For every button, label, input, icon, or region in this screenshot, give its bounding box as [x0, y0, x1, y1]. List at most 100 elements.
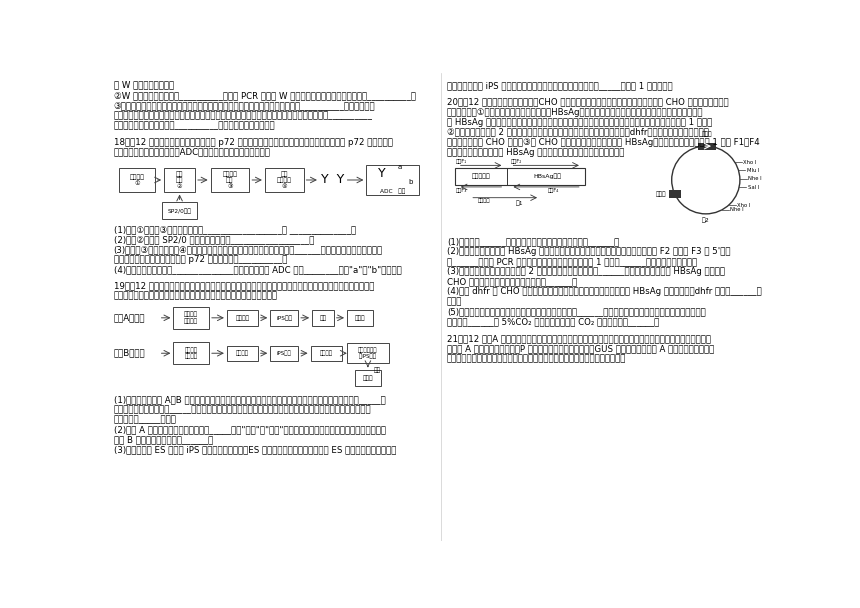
Text: ③在仅添加氯苄青霉素的培养基上筛选出的细胞不一定是目的细菌，请说明理由：__________。为确定导入: ③在仅添加氯苄青霉素的培养基上筛选出的细胞不一定是目的细菌，请说明理由：____… — [114, 101, 375, 109]
Text: 引物F₃: 引物F₃ — [457, 188, 468, 193]
Text: 18．（12 分）将非洲猪瘟病毒衣壳蛋白 p72 注入小鼠体内，可利用该小鼠的免疫细胞制备抗 p72 的单克隆抗: 18．（12 分）将非洲猪瘟病毒衣壳蛋白 p72 注入小鼠体内，可利用该小鼠的免… — [114, 137, 392, 147]
Bar — [312, 310, 334, 325]
Text: 专一
抗体检测
④: 专一 抗体检测 ④ — [277, 171, 292, 189]
Bar — [270, 310, 298, 325]
Bar — [347, 344, 389, 363]
Text: 体外诱导: 体外诱导 — [236, 350, 249, 356]
Text: iPS细胞: iPS细胞 — [277, 350, 292, 356]
Text: (2)为了将信号肽基因和 HBsAg 基因连接在一起，在分别扩增两种基因时，应在引物 F2 和引物 F3 的 5'端引: (2)为了将信号肽基因和 HBsAg 基因连接在一起，在分别扩增两种基因时，应在… — [447, 247, 730, 256]
Text: 苗的过程是：①将得到的乙肝病毒表面抗原（HBsAg）基因与信号肽基因连接形成融合基因，信号肽可以引: 苗的过程是：①将得到的乙肝病毒表面抗原（HBsAg）基因与信号肽基因连接形成融合… — [447, 108, 703, 117]
Text: 肝细胞: 肝细胞 — [355, 315, 366, 320]
Text: Nhe I: Nhe I — [748, 176, 762, 181]
Text: 基因缺陷
的体细胞: 基因缺陷 的体细胞 — [184, 312, 198, 324]
Text: 过程 B 得到的肝细胞可用于______。: 过程 B 得到的肝细胞可用于______。 — [114, 435, 213, 444]
Text: 体外诱导: 体外诱导 — [236, 315, 249, 320]
Text: iPS细胞: iPS细胞 — [276, 315, 292, 320]
Text: 21．（12 分）A 蛋白是某种激素合成的关键酶，为鉴定该激素合成的部位及生理作用，科研团队利用无缝克隆: 21．（12 分）A 蛋白是某种激素合成的关键酶，为鉴定该激素合成的部位及生理作… — [447, 334, 711, 343]
Text: 方式相比，通过 iPS 细胞诱导的方式应用前景更具优势，原因是_____（答出 1 点即可）。: 方式相比，通过 iPS 细胞诱导的方式应用前景更具优势，原因是_____（答出 … — [447, 81, 673, 89]
Text: 农杆菌转化法导入烟草并进行实验，相关原理、过程及质粒的结构如下图所示。: 农杆菌转化法导入烟草并进行实验，相关原理、过程及质粒的结构如下图所示。 — [447, 354, 626, 363]
Bar — [227, 310, 258, 325]
Bar — [698, 143, 716, 150]
Text: 肝细胞: 肝细胞 — [363, 375, 373, 381]
Text: 培养，称为_____培养。: 培养，称为_____培养。 — [114, 415, 176, 424]
Text: 20．（12 分）中国仓鼠卵巢细胞（CHO 细胞）是可以无限增殖的细胞，科研人员利用 CHO 细胞系生产乙肝疫: 20．（12 分）中国仓鼠卵巢细胞（CHO 细胞）是可以无限增殖的细胞，科研人员… — [447, 98, 728, 106]
Text: 基因缺陷
的体细胞: 基因缺陷 的体细胞 — [185, 347, 198, 359]
Text: Xho I: Xho I — [737, 202, 751, 208]
Text: 基因编辑: 基因编辑 — [320, 350, 333, 356]
Text: 图1: 图1 — [516, 201, 524, 206]
Text: 引物F₂: 引物F₂ — [511, 159, 522, 164]
Bar — [162, 202, 198, 219]
Text: Y  Y: Y Y — [321, 173, 344, 187]
Text: (3)肝细胞可由 ES 细胞和 iPS 细胞诱导分化而来，ES 细胞必须从胚胎中获取，与将 ES 细胞诱导得到肝细胞的: (3)肝细胞可由 ES 细胞和 iPS 细胞诱导分化而来，ES 细胞必须从胚胎中… — [114, 445, 396, 454]
Bar — [310, 345, 341, 361]
Text: 碱基序列修复
的iPS细胞: 碱基序列修复 的iPS细胞 — [358, 347, 378, 359]
Text: (1)步骤①和步骤③分别向小鼠注射__________________和 ______________。: (1)步骤①和步骤③分别向小鼠注射__________________和 ___… — [114, 224, 356, 233]
Text: 信号肽基因: 信号肽基因 — [471, 173, 490, 179]
Text: ②W 基因转录的模板链是__________。利用 PCR 技术对 W 基因进行扩增时子链延伸的方向是__________。: ②W 基因转录的模板链是__________。利用 PCR 技术对 W 基因进行… — [114, 91, 415, 100]
Text: 胞诱导为肝细胞用于研究该病的治疗方法，过程如下图。回答下列问题。: 胞诱导为肝细胞用于研究该病的治疗方法，过程如下图。回答下列问题。 — [114, 292, 278, 300]
Text: 导 HBsAg 进入内质网内进行合成和加工，进而以分泌蛋白的形式分泌到胞外；融合基因的结构如图 1 所示；: 导 HBsAg 进入内质网内进行合成和加工，进而以分泌蛋白的形式分泌到胞外；融合… — [447, 117, 712, 126]
Text: 体，并构建抗体药物偶联物（ADC），其主要技术路线如图所示。: 体，并构建抗体药物偶联物（ADC），其主要技术路线如图所示。 — [114, 148, 271, 157]
Text: Mlu I: Mlu I — [747, 168, 759, 173]
Text: (1)需要通过______技术扩增融合基因，该技术的原理是______。: (1)需要通过______技术扩增融合基因，该技术的原理是______。 — [447, 237, 619, 246]
Text: ②将融合基因插入图 2 所示的质粒，将重组质粒与带有小鼠二氢叶酸还原酶（dhfr）基因的质粒共转染缺乏二: ②将融合基因插入图 2 所示的质粒，将重组质粒与带有小鼠二氢叶酸还原酶（dhfr… — [447, 128, 709, 137]
Text: (3)为了将融合基因正确地插入图 2 所示的质粒，应选择限制酶______切割质粒，与单独将 HBsAg 基因转入: (3)为了将融合基因正确地插入图 2 所示的质粒，应选择限制酶______切割质… — [447, 267, 725, 276]
Text: 重组质粒的乳酸杆菌是否具有分解纤维素的能力，研究人员将导入了重组质粒的乳酸杆菌接种在__________: 重组质粒的乳酸杆菌是否具有分解纤维素的能力，研究人员将导入了重组质粒的乳酸杆菌接… — [114, 111, 372, 120]
Text: 细胞
融合
②: 细胞 融合 ② — [175, 171, 183, 189]
Text: a: a — [397, 164, 402, 170]
Text: 特定培养
筛选
③: 特定培养 筛选 ③ — [223, 171, 237, 189]
Text: 终止子: 终止子 — [656, 192, 667, 197]
Bar — [211, 168, 249, 192]
Text: 19．（12 分）人体某基因缺陷会导致肝脏无法进行正常的氨基酸代谢，引起严重的稳态失调，科研人员将干细: 19．（12 分）人体某基因缺陷会导致肝脏无法进行正常的氨基酸代谢，引起严重的稳… — [114, 282, 374, 291]
Text: Sal I: Sal I — [747, 185, 759, 190]
Text: (4)单克隆抗体的优点是______________，单克隆抗体是 ADC 中的________（填"a"或"b"）部分。: (4)单克隆抗体的优点是______________，单克隆抗体是 ADC 中的… — [114, 264, 402, 274]
Text: 其中通入______和 5%CO₂ 的混合气体，其中 CO₂ 的主要作用是______。: 其中通入______和 5%CO₂ 的混合气体，其中 CO₂ 的主要作用是___… — [447, 317, 660, 326]
Text: 条件，培养过程中，常用_____酶处理贴壁培细胞，使之分散成单个细胞，用离心法收集后制成细胞悬液再分瓶: 条件，培养过程中，常用_____酶处理贴壁培细胞，使之分散成单个细胞，用离心法收… — [114, 405, 372, 414]
Bar — [174, 307, 209, 328]
Text: 转录方向: 转录方向 — [478, 198, 490, 204]
Bar — [227, 345, 258, 361]
Text: Nhe I: Nhe I — [730, 207, 744, 212]
Bar — [366, 165, 419, 195]
Text: 达 W 基因的重组菌株。: 达 W 基因的重组菌株。 — [114, 81, 174, 89]
Text: 分化: 分化 — [374, 367, 381, 373]
Text: ADC   接头: ADC 接头 — [380, 188, 405, 193]
Text: 过程B：患者: 过程B：患者 — [114, 348, 145, 358]
Text: 引物F₁: 引物F₁ — [457, 159, 468, 164]
Text: (1)细胞培养是过程 A、B 能够正常进行的基础，培养时需提供营养物质、无菌无毒的环境、气体环境、_____等: (1)细胞培养是过程 A、B 能够正常进行的基础，培养时需提供营养物质、无菌无毒… — [114, 395, 385, 404]
Bar — [347, 310, 373, 325]
Text: (2)过程 A 中，经诱导得到的肝细胞是_____（填"正常"或"异常"）的细胞，可用于药物安全性与有效性检测，: (2)过程 A 中，经诱导得到的肝细胞是_____（填"正常"或"异常"）的细胞… — [114, 425, 385, 434]
Bar — [164, 168, 195, 192]
Text: (5)在生物反应器中大规模连续培养目标细胞株时，通过______的措施，为培养的细胞株营造无毒的环境，向: (5)在生物反应器中大规模连续培养目标细胞株时，通过______的措施，为培养的… — [447, 307, 706, 316]
Bar — [174, 342, 209, 364]
Text: Xho I: Xho I — [743, 159, 757, 165]
Bar — [669, 190, 681, 198]
Text: 图2: 图2 — [702, 217, 710, 223]
Bar — [270, 345, 298, 361]
Text: (3)取步骤③中的上清液到④的培养孔中，根据抗原－抗体杂交原理，需加入______进行专一抗体检测，检测过: (3)取步骤③中的上清液到④的培养孔中，根据抗原－抗体杂交原理，需加入_____… — [114, 244, 383, 254]
Bar — [265, 168, 304, 192]
Text: 入______，通过 PCR 检测融合基因是否形成，可选用图 1 中引物______对连接产物进行扩增。: 入______，通过 PCR 检测融合基因是否形成，可选用图 1 中引物____… — [447, 257, 697, 266]
Text: SP2/0细胞: SP2/0细胞 — [168, 208, 192, 213]
Text: HBsAg基因: HBsAg基因 — [534, 173, 562, 179]
Text: 作用。: 作用。 — [447, 297, 463, 306]
Text: 固体鉴别培养基上，若出现__________现象，则证明导入成功。: 固体鉴别培养基上，若出现__________现象，则证明导入成功。 — [114, 121, 275, 130]
Text: CHO 细胞相比，导入融合基因的好处是______。: CHO 细胞相比，导入融合基因的好处是______。 — [447, 277, 577, 286]
Text: 程发现有些杂交细胞不能分泌抗 p72 抗体，原因是__________。: 程发现有些杂交细胞不能分泌抗 p72 抗体，原因是__________。 — [114, 255, 287, 264]
Bar — [455, 168, 585, 185]
Text: (4)缺乏 dhfr 的 CHO 细胞在培养基上不能正常生长，因此在筛选表达 HBsAg 的细胞株时，dhfr 基因起______的: (4)缺乏 dhfr 的 CHO 细胞在培养基上不能正常生长，因此在筛选表达 H… — [447, 287, 762, 296]
Text: (2)步骤②所用的 SP2/0 细胞的生长特点是__________________。: (2)步骤②所用的 SP2/0 细胞的生长特点是________________… — [114, 235, 314, 244]
Text: 引物F₄: 引物F₄ — [548, 188, 559, 193]
Text: 分化: 分化 — [319, 315, 327, 320]
Text: 分别为扩增信号肽基因和 HBsAg 基因时所需的引物，请回答下列问题：: 分别为扩增信号肽基因和 HBsAg 基因时所需的引物，请回答下列问题： — [447, 148, 624, 157]
Bar — [354, 370, 381, 385]
Text: 启动子: 启动子 — [702, 131, 712, 137]
Text: 免疫小鼠
①: 免疫小鼠 ① — [130, 174, 144, 185]
Bar — [120, 168, 155, 192]
Text: b: b — [408, 179, 413, 185]
Text: 过程A：患者: 过程A：患者 — [114, 313, 145, 322]
Text: Y: Y — [378, 167, 385, 181]
Text: 技术将 A 蛋白结合蛋白基因（P 基因）与葡萄糖苷酸酶基因（GUS 基因）融合，构建 A 蛋白检测探针，通过: 技术将 A 蛋白结合蛋白基因（P 基因）与葡萄糖苷酸酶基因（GUS 基因）融合，… — [447, 344, 714, 353]
Text: 氢叶酸还原酶的 CHO 细胞；③从 CHO 细胞系的培养液中分离提取 HBsAg，用以生产乙肝疫苗，图 1 中的 F1～F4: 氢叶酸还原酶的 CHO 细胞；③从 CHO 细胞系的培养液中分离提取 HBsAg… — [447, 137, 759, 147]
